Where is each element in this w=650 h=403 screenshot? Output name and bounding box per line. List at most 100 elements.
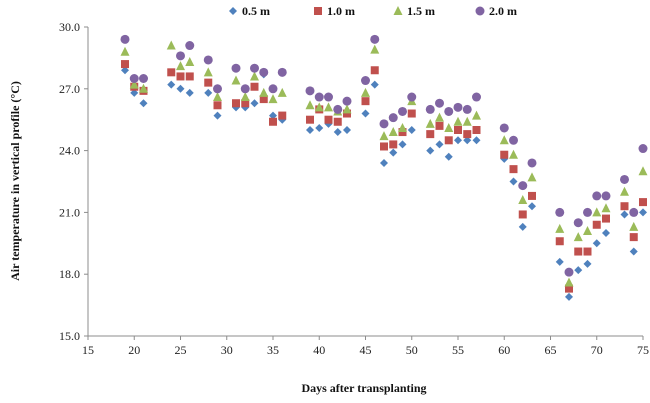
- data-point: [305, 86, 315, 96]
- y-tick-label: 24.0: [59, 144, 80, 158]
- data-point: [240, 92, 250, 102]
- data-point: [518, 210, 527, 219]
- data-point: [379, 119, 389, 129]
- data-point: [333, 104, 343, 114]
- data-point: [259, 67, 269, 77]
- legend-label: 0.5 m: [242, 4, 270, 18]
- data-point: [509, 149, 518, 159]
- data-point: [555, 237, 564, 246]
- data-point: [453, 102, 463, 112]
- data-point: [528, 202, 536, 211]
- data-point: [555, 207, 565, 217]
- data-point: [139, 83, 148, 93]
- data-point: [398, 122, 407, 132]
- data-point: [453, 116, 463, 126]
- data-point: [185, 57, 195, 67]
- data-point: [269, 117, 277, 126]
- data-point: [463, 136, 472, 145]
- x-tick-label: 55: [452, 343, 464, 357]
- data-point: [518, 222, 527, 231]
- data-point: [121, 66, 129, 75]
- data-point: [324, 115, 333, 124]
- data-point: [509, 165, 518, 174]
- y-tick-label: 21.0: [59, 205, 80, 219]
- data-point: [602, 229, 610, 237]
- data-point: [167, 80, 176, 89]
- data-point: [620, 202, 629, 211]
- data-point: [333, 128, 342, 137]
- data-point: [592, 220, 601, 229]
- data-point: [444, 106, 454, 116]
- data-point: [370, 34, 380, 44]
- data-point: [565, 292, 573, 301]
- series-1-0-m: [121, 60, 647, 293]
- data-point: [176, 51, 185, 61]
- x-tick-label: 50: [406, 343, 418, 357]
- data-point: [435, 98, 444, 108]
- data-point: [250, 82, 259, 91]
- data-point: [583, 247, 592, 256]
- x-tick-label: 65: [545, 343, 557, 357]
- data-point: [601, 191, 611, 201]
- data-point: [370, 80, 379, 89]
- data-point: [176, 61, 185, 71]
- data-point: [454, 126, 462, 134]
- data-point: [361, 109, 370, 118]
- data-point: [361, 97, 370, 106]
- data-point: [472, 110, 481, 120]
- data-point: [435, 112, 444, 122]
- data-point: [583, 207, 592, 217]
- data-point: [259, 87, 269, 97]
- data-point: [268, 94, 278, 104]
- data-point: [500, 150, 509, 159]
- data-point: [231, 63, 241, 73]
- data-point: [638, 144, 648, 154]
- data-point: [176, 72, 185, 81]
- x-tick-label: 70: [591, 343, 603, 357]
- data-point: [583, 225, 592, 235]
- data-point: [583, 259, 592, 268]
- data-point: [324, 102, 333, 112]
- x-tick-label: 25: [175, 343, 187, 357]
- data-point: [398, 128, 407, 137]
- data-point: [444, 152, 453, 161]
- data-point: [444, 122, 454, 132]
- data-point: [509, 177, 518, 186]
- data-point: [527, 158, 537, 168]
- data-point: [398, 106, 407, 116]
- data-point: [629, 221, 639, 231]
- y-tick-label: 30.0: [59, 20, 80, 34]
- legend: 0.5 m 1.0 m 1.5 m 2.0 m: [229, 4, 517, 18]
- data-point: [444, 136, 453, 145]
- data-point: [564, 277, 574, 287]
- data-point: [454, 136, 462, 145]
- data-point: [389, 140, 398, 149]
- legend-label: 1.5 m: [407, 4, 435, 18]
- data-point: [518, 195, 528, 205]
- data-point: [499, 135, 509, 145]
- data-point: [342, 104, 352, 114]
- y-tick-label: 18.0: [59, 267, 80, 281]
- data-point: [203, 55, 213, 65]
- data-point: [499, 123, 509, 133]
- legend-item: 1.0 m: [314, 4, 355, 18]
- data-point: [306, 115, 314, 124]
- data-point: [306, 126, 314, 134]
- y-axis: 15.0 18.0 21.0 24.0 27.0 30.0: [59, 20, 89, 343]
- data-point: [185, 88, 194, 97]
- data-point: [564, 267, 574, 277]
- data-point: [315, 123, 324, 132]
- data-point: [204, 78, 213, 87]
- data-point: [213, 111, 222, 120]
- data-point: [213, 84, 222, 94]
- series-0-5-m: [121, 66, 647, 301]
- data-point: [268, 84, 278, 94]
- data-point: [167, 68, 176, 77]
- data-point: [425, 118, 435, 128]
- x-tick-label: 20: [128, 343, 140, 357]
- data-point: [574, 247, 583, 256]
- data-point: [407, 92, 417, 102]
- data-point: [518, 181, 528, 191]
- data-point: [425, 104, 435, 114]
